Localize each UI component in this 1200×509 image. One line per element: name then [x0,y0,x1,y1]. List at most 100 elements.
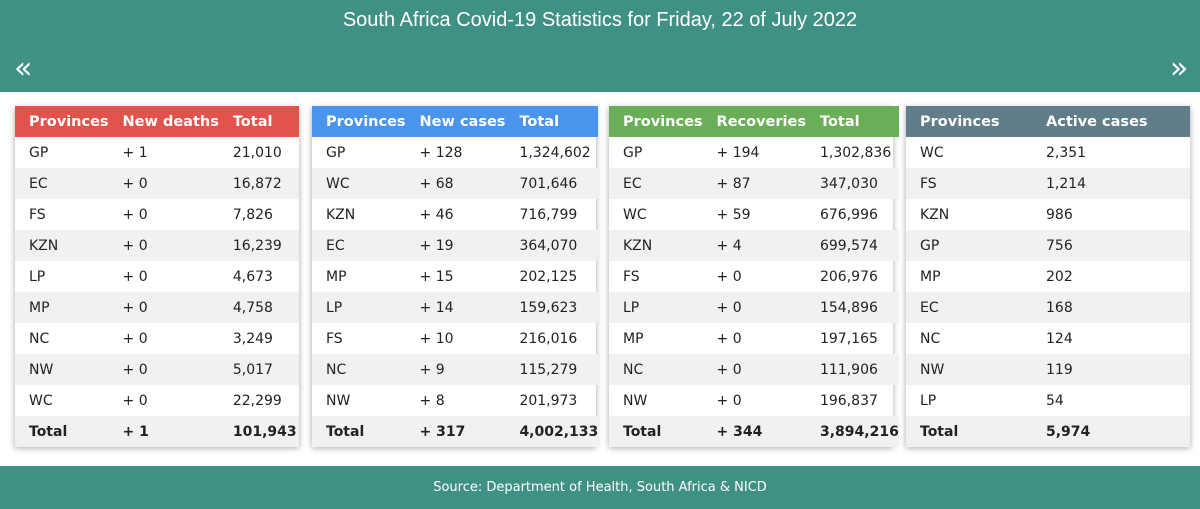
total-new-recoveries: + 344 [702,416,806,447]
table-row: MP 202 [906,261,1190,292]
previous-day-icon[interactable]: « [14,51,33,86]
active-cases-cell: 168 [1032,292,1190,323]
total-cell: 699,574 [805,230,899,261]
recoveries-table-card: Provinces Recoveries Total GP + 194 1,302,… [609,106,899,447]
total-deaths: 101,943 [218,416,299,447]
total-cell: 701,646 [505,168,599,199]
total-cell: 206,976 [819,268,878,285]
province-cell: GP [326,144,346,161]
total-cell: 1,324,602 [519,144,591,161]
total-label: Total [906,416,1032,447]
total-cell: 16,239 [218,230,299,261]
province-cell: NW [906,354,1032,385]
table-row: EC + 87 347,030 [609,168,899,199]
new-cases-cell: + 19 [405,230,506,261]
new-cases-cell: + 15 [419,268,454,285]
table-row: GP + 128 1,324,602 [312,137,598,168]
table-row: KZN + 46 716,799 [312,199,598,230]
total-cell: 4,673 [232,268,273,285]
column-header: Total [505,106,599,137]
table-row: KZN + 4 699,574 [609,230,899,261]
recoveries-cell: + 4 [702,230,806,261]
recoveries-cell: + 0 [716,268,742,285]
table-row: FS 1,214 [906,168,1190,199]
total-cell: 3,249 [232,330,273,347]
province-cell: NW [15,354,109,385]
table-row: NC + 0 111,906 [609,354,899,385]
total-cell: 22,299 [232,392,282,409]
table-row: LP 54 [906,385,1190,416]
column-header: New cases [405,106,506,137]
total-cell: 16,872 [218,168,299,199]
footer-bar: Source: Department of Health, South Afri… [0,466,1200,509]
table-row: NC + 0 3,249 [15,323,299,354]
table-row: NW + 0 196,837 [609,385,899,416]
recoveries-cell: + 59 [716,206,751,223]
table-row: EC + 19 364,070 [312,230,599,261]
table-row: WC + 0 22,299 [15,385,299,416]
column-header: Total [218,106,299,137]
active-cases-cell: 202 [1046,268,1073,285]
active-cases-table: Provinces Active cases WC 2,351 FS 1,214 K… [906,106,1190,447]
active-cases-cell: 54 [1046,392,1064,409]
table-row: FS + 0 7,826 [15,199,299,230]
total-cell: 676,996 [819,206,878,223]
next-day-icon[interactable]: » [1170,51,1189,86]
header-bar: South Africa Covid-19 Statistics for Fri… [0,0,1200,92]
recoveries-cell: + 87 [702,168,806,199]
province-cell: EC [15,168,109,199]
new-deaths-cell: + 1 [122,144,148,161]
total-cell: 196,837 [819,392,878,409]
total-cell: 216,016 [519,330,578,347]
province-cell: FS [906,168,1032,199]
column-header: Active cases [1032,106,1190,137]
total-cell: 4,758 [218,292,299,323]
new-deaths-cell: + 0 [108,168,219,199]
recoveries-cell: + 0 [716,330,742,347]
table-row: GP + 1 21,010 [15,137,299,168]
table-header-row: Provinces Recoveries Total [609,106,899,137]
province-cell: KZN [15,230,109,261]
table-row: EC 168 [906,292,1190,323]
deaths-table: Provinces New deaths Total GP + 1 21,010 E… [15,106,299,447]
table-header-row: Provinces New cases Total [312,106,599,137]
table-row: NC + 9 115,279 [312,354,599,385]
table-row: MP + 15 202,125 [312,261,598,292]
new-cases-cell: + 9 [405,354,506,385]
province-cell: KZN [326,206,356,223]
total-cell: 21,010 [232,144,282,161]
province-cell: KZN [609,230,703,261]
total-cell: 364,070 [505,230,599,261]
province-cell: WC [312,168,406,199]
deaths-table-card: Provinces New deaths Total GP + 1 21,010 E… [15,106,299,447]
province-cell: FS [623,268,640,285]
new-deaths-cell: + 0 [122,268,148,285]
active-cases-cell: 2,351 [1046,144,1087,161]
province-cell: MP [920,268,941,285]
table-row: WC 2,351 [906,137,1190,168]
cases-table-card: Provinces New cases Total GP + 128 1,324,6… [312,106,599,447]
column-header: Provinces [15,106,109,137]
total-cell: 197,165 [819,330,878,347]
province-cell: NW [623,392,648,409]
table-row: KZN + 0 16,239 [15,230,299,261]
total-cell: 347,030 [805,168,899,199]
new-deaths-cell: + 0 [122,206,148,223]
new-cases-cell: + 14 [405,292,506,323]
province-cell: EC [312,230,406,261]
province-cell: LP [920,392,937,409]
total-active-cases: 5,974 [1032,416,1190,447]
province-cell: GP [29,144,49,161]
province-cell: FS [29,206,46,223]
new-cases-cell: + 128 [419,144,463,161]
recoveries-cell: + 194 [716,144,760,161]
table-row: KZN 986 [906,199,1190,230]
total-cell: 115,279 [505,354,599,385]
active-cases-cell: 1,214 [1032,168,1190,199]
province-cell: NC [312,354,406,385]
table-row: FS + 0 206,976 [609,261,899,292]
recoveries-cell: + 0 [702,292,806,323]
source-note: Source: Department of Health, South Afri… [433,480,767,495]
total-new-cases: + 317 [405,416,506,447]
province-cell: FS [326,330,343,347]
